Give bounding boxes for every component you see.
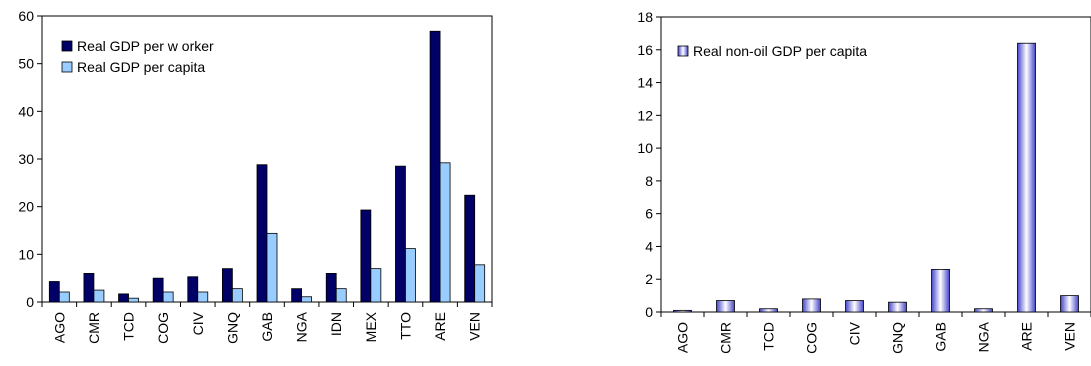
x-tick-label: ARE [432,312,448,341]
x-tick-label: CMR [86,312,102,344]
bar-real-gdp-per-w-orker-cmr [83,272,95,303]
x-tick-label: NGA [294,311,310,342]
x-tick-label: GNQ [224,312,240,344]
x-tick-label: VEN [1062,322,1078,351]
y-tick-label: 10 [637,140,653,156]
bar-real-gdp-per-capita-cmr [93,289,105,303]
bar-real-non-oil-gdp-per-capita-gnq [888,301,907,313]
bar-real-gdp-per-w-orker-ven [464,194,476,303]
right-nonoil-chart: 0 2 4 6 8 10 12 14 16 18 AGO CMR TCD COG CIV GNQ GAB NGA A… [637,9,1091,354]
y-tick-label: 8 [645,173,653,189]
y-tick-label: 2 [645,271,653,287]
y-tick-label: 6 [645,206,653,222]
bar-real-gdp-per-capita-gnq [231,288,243,303]
bar-real-non-oil-gdp-per-capita-cmr [716,300,735,313]
bar-real-gdp-per-capita-mex [370,268,382,303]
legend-swatch [61,61,73,73]
bar-real-non-oil-gdp-per-capita-ven [1060,295,1079,313]
bar-real-non-oil-gdp-per-capita-nga [974,308,993,313]
bar-real-non-oil-gdp-per-capita-tcd [759,308,778,313]
x-tick-label: AGO [675,322,691,353]
y-tick-label: 60 [18,8,34,24]
bar-real-non-oil-gdp-per-capita-are [1017,42,1036,313]
x-tick-label: GAB [259,312,275,342]
bar-real-gdp-per-capita-gab [266,232,278,303]
bar-real-gdp-per-capita-nga [301,296,313,303]
y-tick-label: 50 [18,56,34,72]
y-tick-label: 30 [18,151,34,167]
y-tick-label: 0 [645,304,653,320]
bar-real-gdp-per-w-orker-idn [325,272,337,303]
y-tick-label: 12 [637,107,653,123]
y-tick-label: 10 [18,246,34,262]
left-gdp-chart: 0 10 20 30 40 50 60 AGO CMR TCD COG CIV GNQ GAB NGA IDN… [18,8,493,344]
bar-real-non-oil-gdp-per-capita-ago [673,309,692,313]
x-tick-label: CIV [190,311,206,335]
bar-real-gdp-per-capita-ven [474,264,486,303]
legend-label: Real GDP per w orker [77,38,214,54]
bar-real-gdp-per-w-orker-gnq [221,268,233,303]
y-tick-label: 16 [637,42,653,58]
bar-real-non-oil-gdp-per-capita-gab [931,268,950,313]
x-tick-label: MEX [363,311,379,342]
bar-real-gdp-per-w-orker-tto [395,165,406,303]
y-tick-label: 40 [18,103,34,119]
y-tick-label: 18 [637,9,653,25]
x-tick-label: TTO [397,312,413,340]
x-tick-label: CMR [718,322,734,354]
x-tick-label: IDN [328,312,344,336]
bar-real-gdp-per-w-orker-gab [256,164,268,303]
x-tick-label: GNQ [890,322,906,354]
x-tick-label: COG [804,322,820,354]
bar-real-gdp-per-capita-tcd [128,297,139,303]
y-tick-label: 20 [18,199,34,215]
x-tick-label: TCD [761,322,777,351]
bar-real-gdp-per-w-orker-are [429,30,441,303]
x-tick-label: GAB [933,322,949,352]
legend-swatch [61,40,73,52]
bar-real-gdp-per-w-orker-civ [187,276,199,303]
bar-real-gdp-per-w-orker-cog [152,277,164,303]
x-tick-label: COG [155,312,171,344]
bar-real-gdp-per-w-orker-tcd [118,293,129,303]
legend-label: Real GDP per capita [77,59,205,75]
bar-real-non-oil-gdp-per-capita-civ [845,300,864,313]
bar-real-gdp-per-w-orker-mex [360,209,372,303]
x-tick-label: ARE [1019,322,1035,351]
x-tick-label: NGA [976,321,992,352]
bar-real-non-oil-gdp-per-capita-cog [802,298,821,313]
legend-swatch [677,45,689,57]
y-tick-label: 4 [645,238,653,254]
y-tick-label: 0 [26,294,34,310]
x-tick-label: VEN [467,312,483,341]
x-tick-label: TCD [121,312,137,341]
x-tick-label: AGO [51,312,67,343]
bar-real-gdp-per-capita-tto [405,248,416,303]
bar-real-gdp-per-capita-idn [335,288,347,303]
bar-real-gdp-per-w-orker-nga [291,288,303,303]
legend-label: Real non-oil GDP per capita [693,43,867,59]
y-tick-label: 14 [637,75,653,91]
bar-real-gdp-per-capita-ago [58,291,70,303]
bar-real-gdp-per-w-orker-ago [48,281,60,303]
bar-real-gdp-per-capita-civ [197,291,209,303]
x-tick-label: CIV [847,321,863,345]
bar-real-gdp-per-capita-cog [162,291,174,303]
bar-real-gdp-per-capita-are [439,162,451,303]
